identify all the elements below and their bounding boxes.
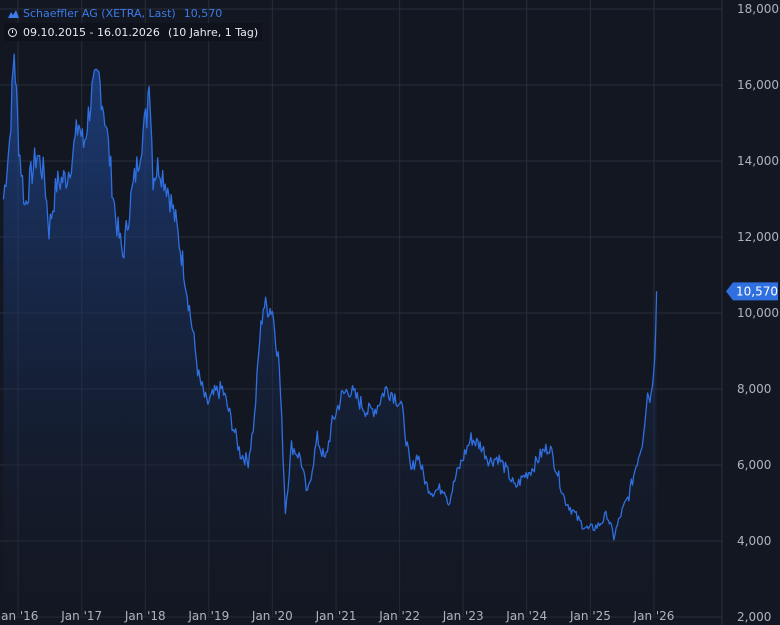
y-tick-label: 2,000 xyxy=(737,610,771,624)
y-tick-label: 8,000 xyxy=(737,382,771,396)
date-range: 09.10.2015 - 16.01.2026 xyxy=(23,25,160,39)
x-tick-label: Jan '18 xyxy=(124,609,166,623)
last-value: 10,570 xyxy=(183,6,223,20)
price-area-fill xyxy=(3,54,657,617)
instrument-name: Schaeffler AG (XETRA, Last) xyxy=(23,6,176,20)
price-line xyxy=(2,53,658,541)
y-tick-label: 18,000 xyxy=(737,2,779,16)
last-price-label: 10,570 xyxy=(726,282,778,301)
clock-icon xyxy=(8,27,17,37)
x-tick-label: Jan '25 xyxy=(569,609,611,623)
x-tick-label: Jan '26 xyxy=(633,609,675,623)
y-tick-label: 12,000 xyxy=(737,230,779,244)
y-tick-label: 10,000 xyxy=(737,306,779,320)
x-tick-label: Jan '24 xyxy=(505,609,547,623)
y-axis: 2,000 4,000 6,000 8,000 10,000 12,000 14,000 16… xyxy=(737,2,779,624)
x-tick-label: Jan '16 xyxy=(0,609,38,623)
last-price-badge xyxy=(726,282,778,301)
legend-instrument-row: Schaeffler AG (XETRA, Last) 10,570 xyxy=(4,4,262,22)
y-tick-label: 14,000 xyxy=(737,154,779,168)
y-tick-label: 4,000 xyxy=(737,534,771,548)
area-chart-icon xyxy=(8,9,19,18)
y-tick-label: 16,000 xyxy=(737,78,779,92)
interval: (10 Jahre, 1 Tag) xyxy=(167,25,259,39)
last-price-text: 10,570 xyxy=(736,284,778,298)
x-axis: Jan '16 Jan '17 Jan '18 Jan '19 Jan '20 Jan '… xyxy=(0,609,674,623)
x-tick-label: Jan '22 xyxy=(378,609,420,623)
y-tick-label: 6,000 xyxy=(737,458,771,472)
chart-legend: Schaeffler AG (XETRA, Last) 10,570 09.10… xyxy=(4,4,263,41)
legend-range-row: 09.10.2015 - 16.01.2026 (10 Jahre, 1 Tag… xyxy=(4,23,263,41)
x-tick-label: Jan '17 xyxy=(60,609,102,623)
x-tick-label: Jan '20 xyxy=(251,609,293,623)
x-tick-label: Jan '21 xyxy=(315,609,357,623)
x-tick-label: Jan '19 xyxy=(187,609,229,623)
x-tick-label: Jan '23 xyxy=(442,609,484,623)
